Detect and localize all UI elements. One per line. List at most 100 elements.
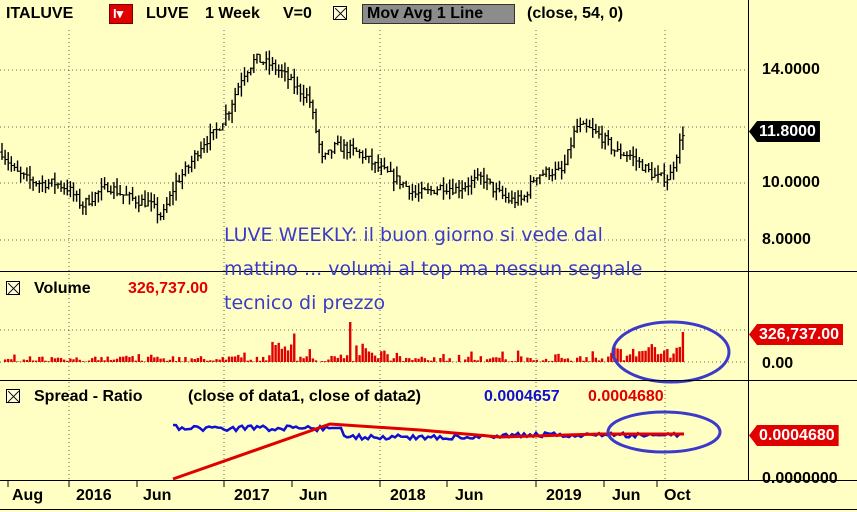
price-bar [208,123,213,151]
volume-bar [520,356,523,362]
volume-bar [575,357,579,362]
volume-bar [675,347,678,362]
spread-value-blue: 0.0004657 [484,388,560,405]
volume-bar [190,358,193,362]
volume-bar [442,354,445,362]
price-bar [121,193,126,205]
price-bar [513,192,517,209]
price-bar [192,150,197,169]
close-volume-icon[interactable] [6,281,20,295]
price-bar [143,190,148,208]
volume-bar [473,359,476,362]
price-bar [233,87,238,112]
price-bar [65,179,70,196]
volume-bar [582,360,585,362]
price-bar [634,148,639,171]
volume-bar [342,358,346,362]
volume-bar [75,357,78,362]
volume-bar [678,346,681,362]
volume-bar [202,359,206,362]
volume-bar [286,350,290,362]
volume-bar [240,357,243,362]
volume-bar [218,359,221,362]
price-bar [425,183,430,194]
close-spread-icon[interactable] [6,389,20,403]
volume-bar [597,360,601,362]
price-bar [419,181,424,199]
volume-bar [115,358,119,362]
price-bar [547,167,552,181]
price-bar [133,196,138,209]
volume-bar [526,357,529,362]
price-bar [254,53,259,64]
volume-bar [243,352,246,362]
volume-bar [212,360,215,362]
symbol-label: ITALUVE [6,5,74,22]
price-bar [183,161,188,177]
price-bar [146,192,151,207]
price-bar [534,177,539,186]
volume-bar [529,358,532,362]
volume-bar [227,356,231,362]
price-bar [276,64,281,78]
spread-value-red: 0.0004680 [588,388,664,405]
volume-bar [143,361,147,362]
volume-bar [336,357,339,362]
volume-bar [663,350,666,362]
price-bar [494,182,499,201]
volume-bar [650,344,653,362]
volume-bar [432,357,436,362]
volume-bar [289,344,293,362]
volume-bar [569,360,573,362]
x-label-2017: 2017 [234,487,270,504]
volume-bar [150,354,153,362]
price-bar [603,132,608,150]
price-bar [531,176,536,183]
volume-bar [367,351,371,362]
volume-bar [510,361,514,362]
volume-bar [125,355,128,362]
volume-bar [268,355,271,362]
volume-bar [258,360,262,362]
price-bar [606,130,611,146]
price-bar [273,59,278,75]
close-study-icon[interactable] [333,6,347,20]
volume-bar [535,359,538,362]
volume-bar [504,359,507,362]
price-bar [671,161,676,180]
price-bar [214,122,219,139]
price-bar [556,161,561,171]
price-bar [161,204,166,220]
price-bar [307,86,312,108]
price-bar [525,191,530,203]
x-label-jun-2016: Jun [143,487,172,504]
price-bar [211,129,216,141]
volume-bar [669,357,672,362]
price-bar [298,83,303,102]
volume-bar [448,358,451,362]
volume-bar [261,356,265,362]
last-price-tag: 11.8000 [749,121,820,142]
study-button[interactable]: Mov Avg 1 Line [362,4,515,24]
price-bar [15,160,20,172]
price-bar [342,139,346,159]
volume-bar [361,343,364,362]
volume-bar [122,356,125,362]
symbol-menu-button[interactable]: I▾ [109,4,133,24]
price-bar [49,178,54,187]
annotation-line-1: LUVE WEEKLY: il buon giorno si vede dal [224,224,603,246]
volume-bar [299,356,302,362]
volume-bar [237,354,240,362]
volume-bar [302,358,305,362]
volume-bar [94,356,97,362]
volume-bar [87,360,91,362]
price-bar [267,50,272,75]
volume-bar [423,358,427,362]
spread-lines [172,422,684,481]
volume-bar [619,349,622,362]
price-bar [469,175,474,195]
volume-bar [672,353,675,362]
price-bar [357,149,362,159]
volume-bar [209,360,212,362]
volume-bar [327,359,330,362]
